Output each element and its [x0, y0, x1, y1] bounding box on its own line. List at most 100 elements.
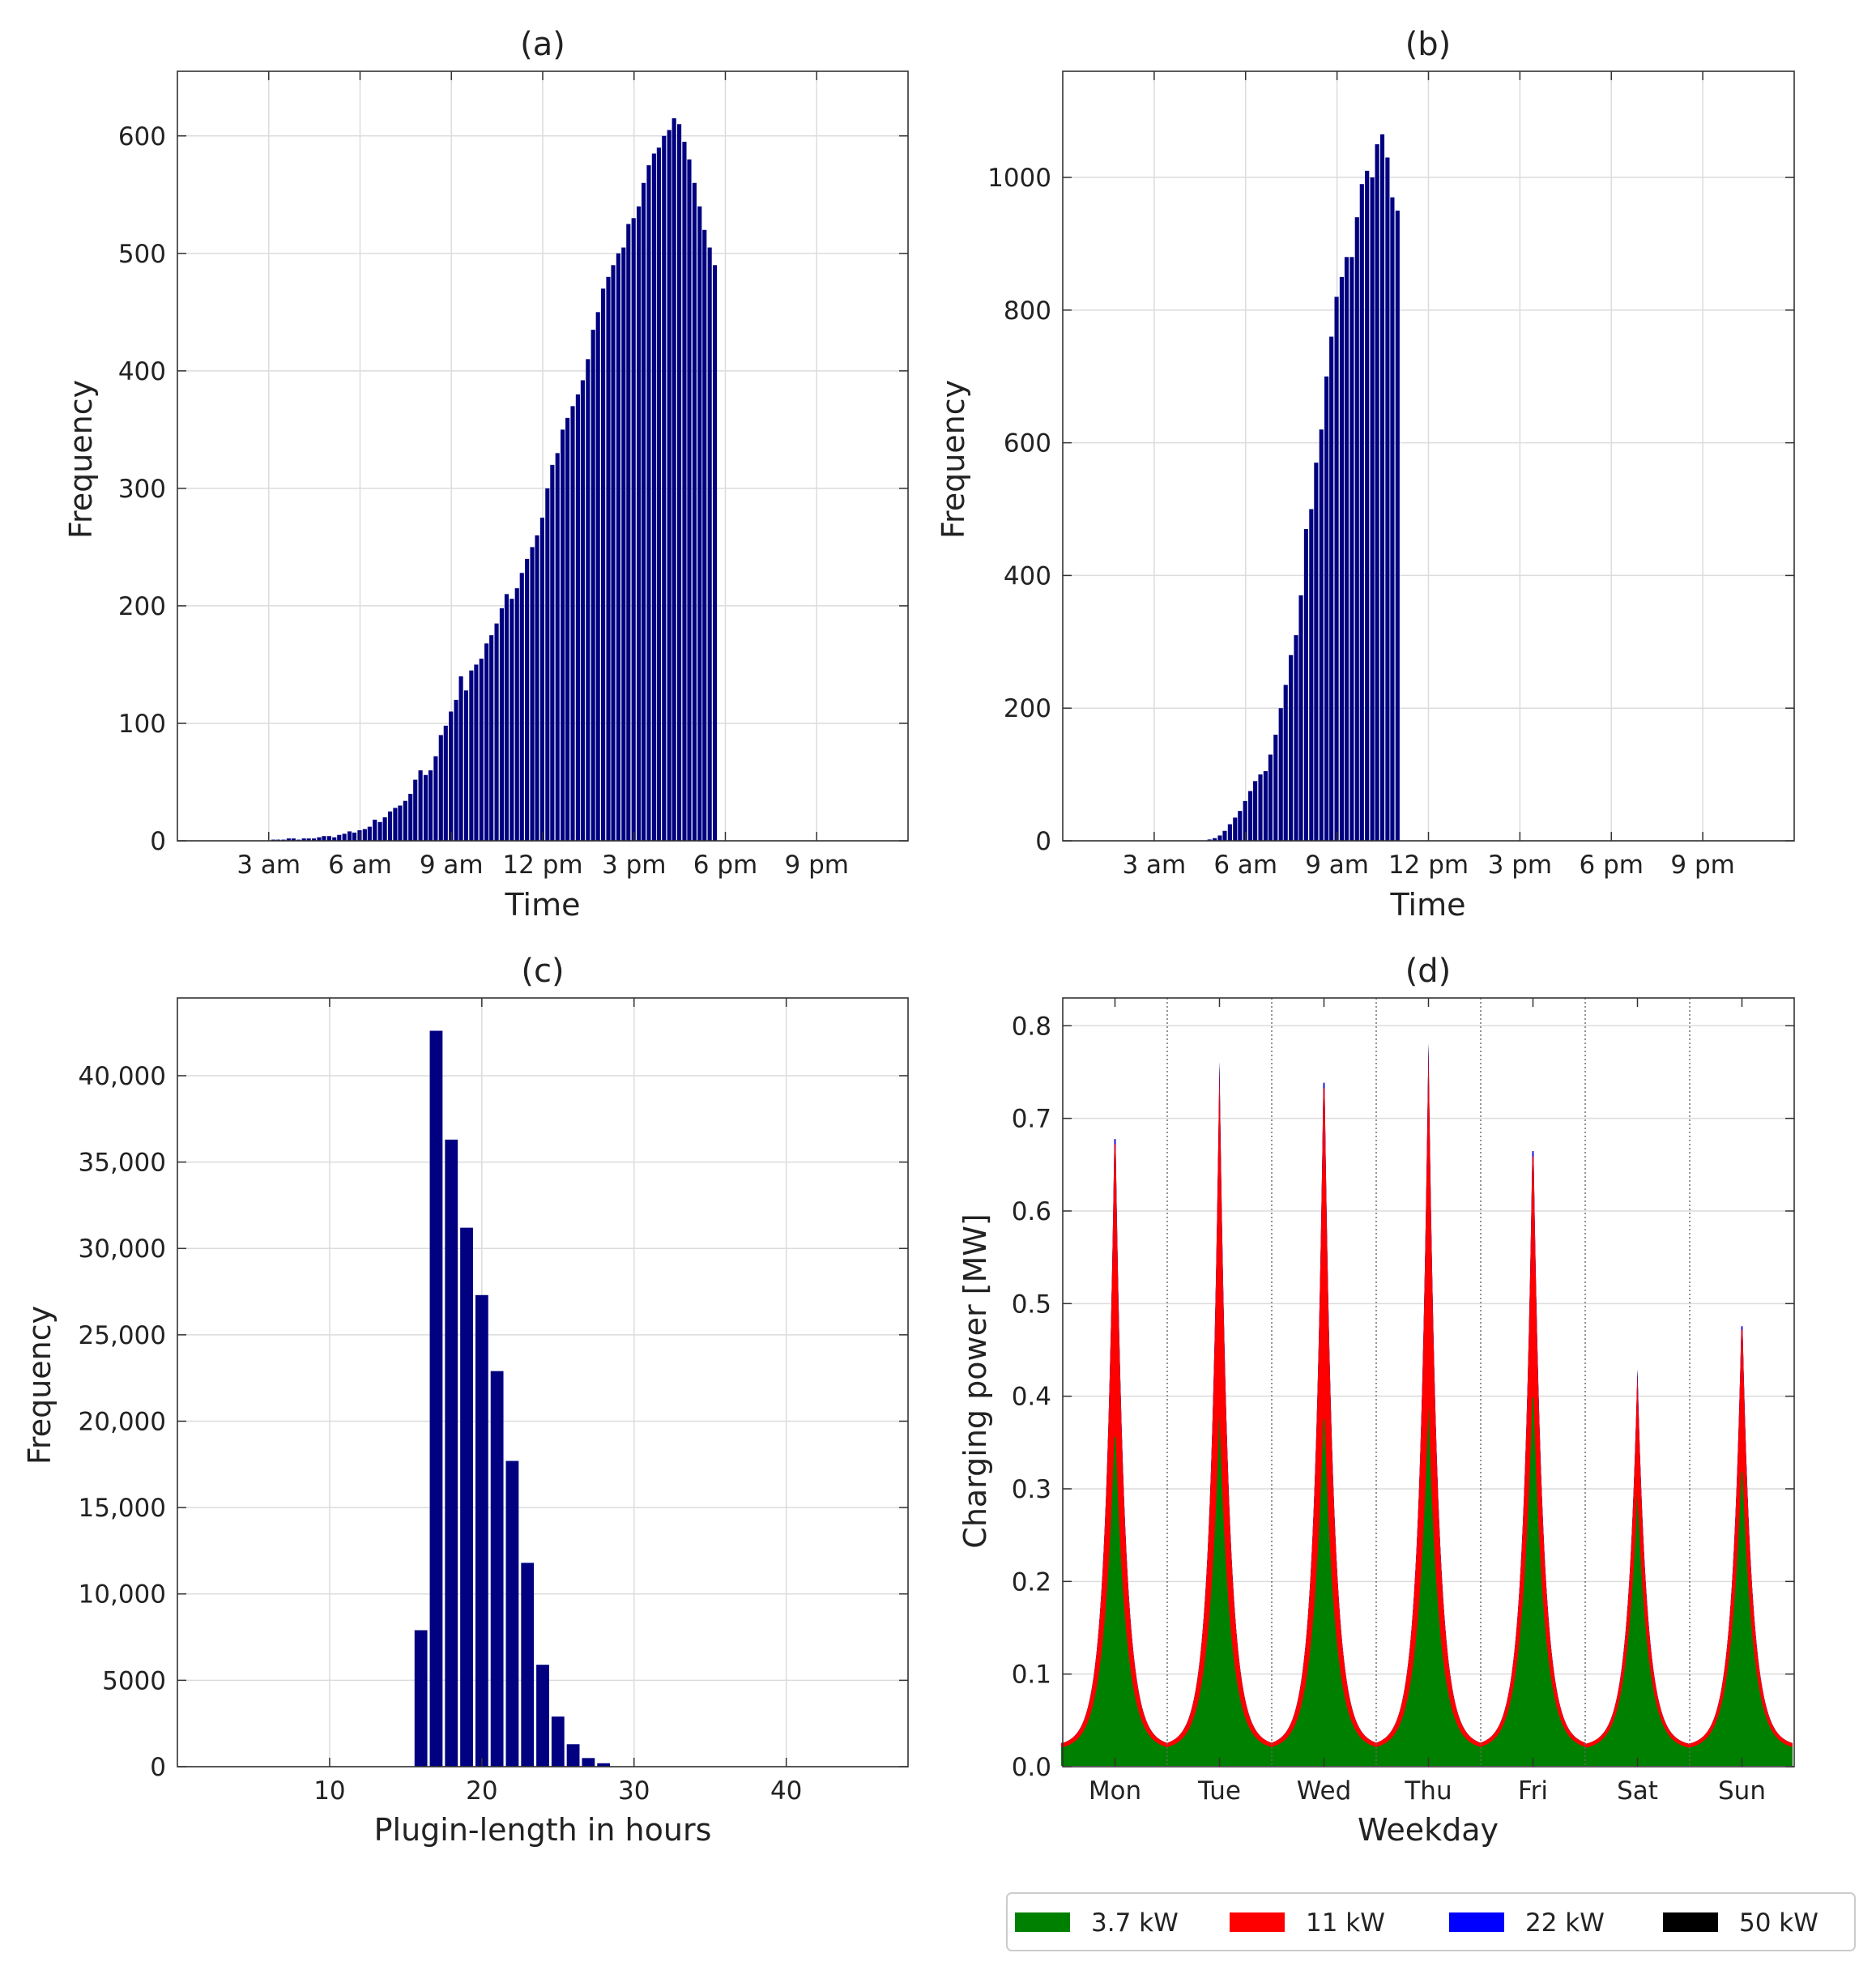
legend-items: 3.7 kW 11 kW 22 kW 50 kW: [1015, 1908, 1818, 1938]
panel-a-bar: [301, 838, 306, 841]
panel-d-ytick-label: 0.2: [1012, 1567, 1051, 1597]
panel-c-ytick-label: 40,000: [79, 1062, 166, 1091]
panel-b-xtick-label: 9 am: [1305, 851, 1369, 880]
panel-c-xtick-label: 20: [466, 1776, 497, 1806]
panel-d-xtick-label: Thu: [1404, 1776, 1452, 1806]
panel-a-bar: [545, 488, 550, 841]
panel-b-bar: [1217, 835, 1222, 841]
legend-box: [1006, 1892, 1856, 1951]
panel-a-ytick-label: 0: [150, 827, 166, 856]
panel-b-bar: [1227, 824, 1232, 841]
panel-a-bar: [489, 635, 494, 841]
panel-d-areas: [1061, 1043, 1793, 1766]
panel-d-title: (d): [1405, 953, 1452, 990]
panel-a-bar: [433, 756, 438, 841]
panel-a-ytick-label: 500: [118, 240, 166, 269]
panel-a-ticks: 0 100 200 300 400 500 600 3 am 6 am 9 am 12 pm 3 pm…: [118, 71, 908, 880]
panel-a-bar: [443, 725, 448, 841]
panel-a-bar: [561, 429, 565, 841]
panel-a-bar: [387, 811, 393, 841]
panel-b-bar: [1289, 655, 1294, 841]
panel-a-bar: [454, 699, 458, 841]
panel-c-bar: [460, 1227, 473, 1767]
panel-a-bar: [702, 229, 707, 841]
panel-a-bar: [347, 831, 352, 841]
panel-a-bar: [565, 417, 570, 841]
panel-a-bar: [525, 558, 530, 841]
panel-a-bar: [621, 247, 626, 841]
panel-c-ytick-label: 5000: [102, 1666, 166, 1695]
panel-b-bar: [1365, 170, 1370, 841]
panel-c-ytick-label: 30,000: [79, 1234, 166, 1264]
panel-a-bar: [676, 124, 682, 841]
panel-b-bar: [1349, 257, 1354, 842]
panel-b-bar: [1207, 839, 1212, 841]
panel-c-histogram: 0 5000 10,000 15,000 20,000 25,000 30,000 35,00…: [22, 953, 909, 1848]
panel-d-xtick-label: Sun: [1718, 1776, 1766, 1806]
panel-b-bar: [1385, 157, 1390, 841]
panel-a-bar: [651, 153, 656, 841]
panel-c-title: (c): [521, 953, 564, 990]
panel-a-ytick-label: 600: [118, 122, 166, 151]
panel-d-ylabel: Charging power [MW]: [957, 1213, 993, 1548]
panel-b-bar: [1370, 177, 1375, 841]
panel-b-ytick-label: 400: [1004, 561, 1051, 591]
panel-a-bar: [377, 821, 382, 841]
panel-a-bar: [687, 159, 692, 841]
panel-a-bar: [555, 453, 560, 841]
panel-a-bar: [398, 805, 403, 841]
panel-a-bar: [382, 817, 387, 841]
panel-d-ytick-label: 0.0: [1012, 1753, 1051, 1782]
panel-b-xtick-label: 3 am: [1122, 851, 1186, 880]
panel-d-ytick-label: 0.6: [1012, 1197, 1051, 1226]
panel-a-bar: [469, 670, 474, 841]
panel-b-bar: [1248, 791, 1253, 841]
panel-c-bar: [536, 1665, 549, 1767]
panel-d-ytick-label: 0.8: [1012, 1012, 1051, 1041]
panel-a-bar: [535, 535, 539, 841]
panel-a-bar: [494, 623, 499, 841]
panel-a-bar: [499, 608, 505, 841]
panel-b-bar: [1339, 276, 1345, 842]
panel-b-bar: [1319, 429, 1324, 841]
panel-a-bar: [463, 690, 469, 841]
panel-a-xtick-label: 3 am: [237, 851, 301, 880]
panel-a-grid: [177, 71, 908, 842]
panel-b-bar: [1278, 708, 1283, 841]
panel-a-bar: [631, 218, 636, 841]
panel-b-bar: [1258, 774, 1263, 841]
panel-a-ytick-label: 100: [118, 710, 166, 739]
panel-a-bar: [326, 836, 331, 841]
panel-a-bar: [362, 829, 367, 841]
panel-a-bar: [438, 735, 443, 841]
panel-c-bar: [505, 1460, 519, 1767]
legend-label: 11 kW: [1306, 1908, 1385, 1938]
panel-a-xtick-label: 9 am: [420, 851, 484, 880]
panel-a-xtick-label: 3 pm: [602, 851, 666, 880]
panel-d-ytick-label: 0.5: [1012, 1290, 1051, 1319]
panel-a-bar: [586, 359, 591, 841]
legend: 3.7 kW 11 kW 22 kW 50 kW: [1006, 1892, 1856, 1951]
panel-c-ytick-label: 35,000: [79, 1149, 166, 1178]
panel-d-xtick-label: Tue: [1197, 1776, 1241, 1806]
panel-b-bar: [1294, 635, 1298, 841]
panel-b-histogram: 0 200 400 600 800 1000 3 am 6 am 9 am 12 pm 3 pm 6 …: [936, 26, 1795, 923]
panel-c-bar: [429, 1030, 443, 1767]
panel-b-bar: [1253, 781, 1258, 841]
panel-a-ytick-label: 400: [118, 357, 166, 386]
panel-b-bar: [1375, 144, 1379, 842]
panel-c-ticks: 0 5000 10,000 15,000 20,000 25,000 30,000 35,00…: [79, 998, 908, 1806]
panel-a-bar: [606, 276, 611, 842]
panel-b-ytick-label: 200: [1004, 694, 1051, 723]
panel-a-bar: [484, 643, 489, 841]
panel-b-bar: [1354, 217, 1359, 841]
panel-a-bar: [580, 380, 585, 841]
panel-a-bar: [332, 837, 337, 841]
panel-a-bar: [611, 265, 616, 841]
panel-b-bar: [1238, 811, 1243, 841]
panel-b-bar: [1222, 830, 1227, 841]
panel-a-bar: [514, 588, 519, 841]
panel-b-bar: [1233, 817, 1238, 841]
legend-label: 50 kW: [1739, 1908, 1818, 1938]
panel-a-histogram: 0 100 200 300 400 500 600 3 am 6 am 9 am 12 pm 3 pm…: [63, 26, 909, 923]
